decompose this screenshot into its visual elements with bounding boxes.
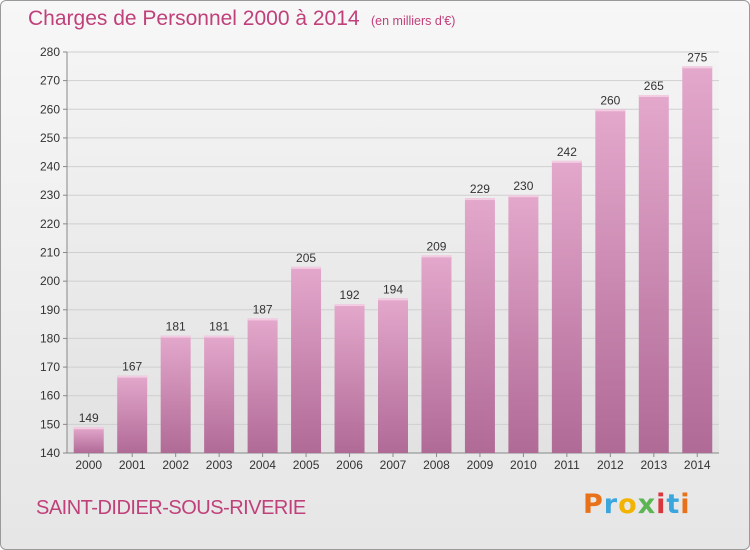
bar-value-label: 265 <box>644 79 664 93</box>
x-tick-label: 2003 <box>206 458 233 472</box>
x-tick-label: 2012 <box>597 458 624 472</box>
bar <box>247 318 278 453</box>
bar <box>291 266 322 453</box>
bar <box>508 195 539 453</box>
bar-top-highlight <box>595 109 626 112</box>
bar-top-highlight <box>117 375 148 378</box>
x-tick-label: 2002 <box>162 458 189 472</box>
y-tick-label: 220 <box>40 217 60 231</box>
x-tick-label: 2007 <box>380 458 407 472</box>
bar-top-highlight <box>551 160 582 163</box>
bar <box>73 427 104 453</box>
y-tick-label: 140 <box>40 446 60 460</box>
chart-unit: (en milliers d'€) <box>371 14 456 28</box>
place-name: SAINT-DIDIER-SOUS-RIVERIE <box>36 497 306 519</box>
x-tick-label: 2001 <box>119 458 146 472</box>
bar-value-label: 181 <box>209 320 229 334</box>
bars <box>73 66 713 454</box>
y-tick-label: 260 <box>40 102 60 116</box>
logo-letter: x <box>637 489 657 520</box>
logo-letter: o <box>618 489 638 520</box>
bar <box>378 298 408 453</box>
bar-value-label: 275 <box>687 50 707 64</box>
logo-letter: i <box>680 489 691 520</box>
bar <box>551 160 582 454</box>
bar <box>334 304 365 453</box>
bar-value-label: 229 <box>470 182 490 196</box>
x-tick-label: 2000 <box>75 458 102 472</box>
bar <box>117 375 148 453</box>
bar-top-highlight <box>73 427 104 430</box>
bar-value-label: 192 <box>340 288 360 302</box>
y-tick-label: 210 <box>40 246 60 260</box>
bar-value-label: 260 <box>600 93 620 107</box>
logo-letter: P <box>583 489 604 520</box>
bar-value-label: 205 <box>296 251 316 265</box>
bar-value-label: 187 <box>253 302 273 316</box>
bar-top-highlight <box>160 335 191 338</box>
bar <box>464 198 495 453</box>
y-tick-label: 150 <box>40 417 60 431</box>
logo-letter: i <box>656 489 667 520</box>
bar-value-label: 230 <box>513 179 533 193</box>
x-tick-label: 2014 <box>684 458 711 472</box>
x-tick-label: 2004 <box>249 458 276 472</box>
bar-top-highlight <box>508 195 539 198</box>
bar-top-highlight <box>291 266 322 269</box>
y-tick-label: 230 <box>40 188 60 202</box>
chart-title: Charges de Personnel 2000 à 2014 <box>28 7 360 30</box>
y-tick-label: 190 <box>40 303 60 317</box>
bar <box>160 335 191 453</box>
bar-top-highlight <box>334 304 365 307</box>
y-tick-label: 240 <box>40 160 60 174</box>
bar-value-label: 242 <box>557 145 577 159</box>
y-tick-label: 280 <box>40 45 60 59</box>
bar-value-labels: 149 167 181 181 187 205 192 194 209 229 230 242 260 2… <box>79 50 708 425</box>
bar-top-highlight <box>638 94 669 97</box>
bar <box>421 255 452 453</box>
bar-value-label: 181 <box>166 320 186 334</box>
bar-top-highlight <box>204 335 235 338</box>
bar <box>638 94 669 453</box>
y-tick-label: 160 <box>40 389 60 403</box>
bar-top-highlight <box>682 66 713 69</box>
bar <box>204 335 235 453</box>
bar-top-highlight <box>464 198 495 201</box>
bar-value-label: 149 <box>79 411 99 425</box>
x-tick-label: 2013 <box>640 458 667 472</box>
bar <box>595 109 626 454</box>
x-tick-label: 2009 <box>467 458 494 472</box>
y-tick-label: 270 <box>40 74 60 88</box>
bar-top-highlight <box>247 318 278 321</box>
x-tick-label: 2006 <box>336 458 363 472</box>
proxiti-logo: Proxiti <box>583 489 691 520</box>
y-tick-label: 200 <box>40 274 60 288</box>
axes: 140 150 160 170 180 190 200 210 220 230 240 250 260 2… <box>40 45 719 472</box>
x-tick-label: 2010 <box>510 458 537 472</box>
bar <box>682 66 713 454</box>
x-tick-label: 2008 <box>423 458 450 472</box>
y-tick-label: 180 <box>40 331 60 345</box>
x-tick-label: 2005 <box>293 458 320 472</box>
logo-letter: r <box>603 489 619 520</box>
bar-top-highlight <box>421 255 452 258</box>
x-tick-label: 2011 <box>554 458 580 472</box>
logo-letter: t <box>666 489 681 520</box>
y-tick-label: 170 <box>40 360 60 374</box>
bar-top-highlight <box>378 298 408 301</box>
bar-value-label: 209 <box>426 239 446 253</box>
y-tick-label: 250 <box>40 131 60 145</box>
bar-value-label: 194 <box>383 282 403 296</box>
bar-value-label: 167 <box>122 360 142 374</box>
